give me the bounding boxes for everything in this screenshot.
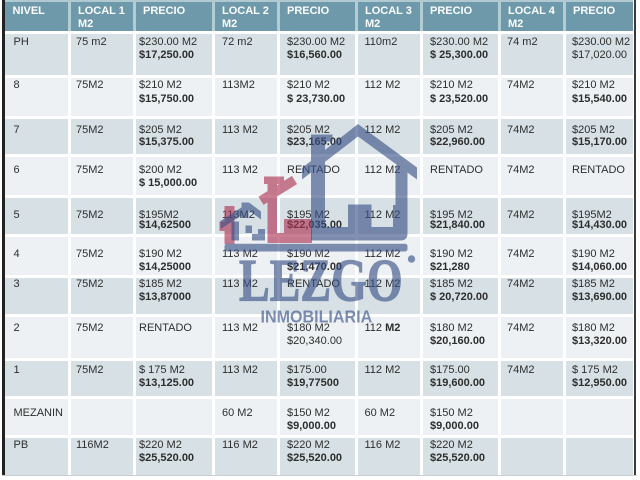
svg-text:LEZGO: LEZGO	[239, 246, 403, 314]
svg-text:INMOBILIARIA: INMOBILIARIA	[261, 307, 373, 327]
